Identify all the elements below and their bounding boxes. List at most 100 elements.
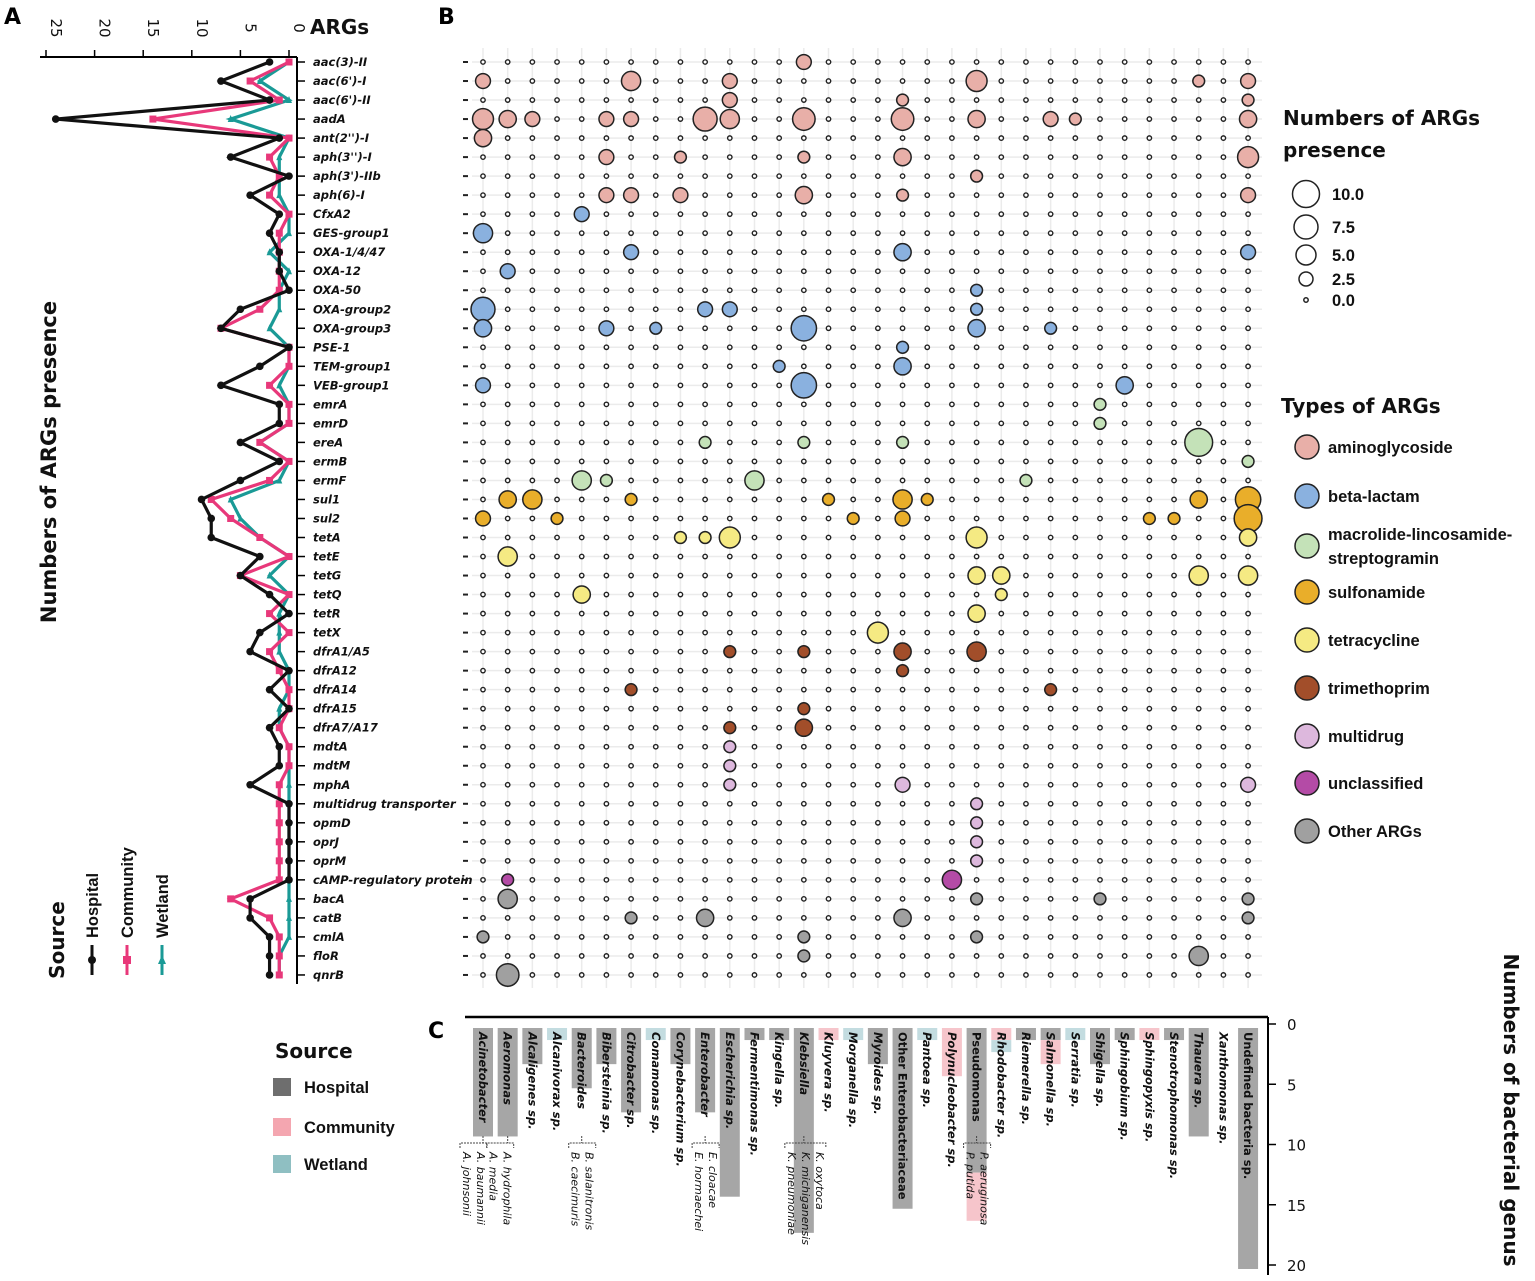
bubble-zero: [1146, 439, 1153, 446]
bubble-zero: [776, 553, 783, 560]
bubble-zero: [1171, 344, 1177, 351]
bubble-zero: [529, 934, 536, 940]
bubble-zero: [1121, 401, 1128, 408]
genus-label: Alcanivorax sp.: [550, 1031, 564, 1131]
wetland-point: [276, 628, 283, 636]
bubble-zero: [949, 458, 955, 465]
bubble-zero: [1146, 972, 1153, 978]
bar-hospital: [1238, 1028, 1259, 1269]
bubble-trimethoprim: [966, 641, 987, 662]
bubble-zero: [998, 838, 1005, 845]
bubble-zero: [850, 401, 857, 408]
bubble-zero: [603, 838, 610, 845]
bubble-zero: [998, 610, 1005, 617]
gene-label: OXA-50: [313, 283, 361, 297]
bubble-zero: [480, 420, 486, 427]
bubble-zero: [677, 934, 684, 940]
bubble-zero: [998, 116, 1005, 122]
bubble-zero: [1072, 458, 1079, 465]
bubble-tetracycline: [497, 546, 519, 567]
bubble-other: [1188, 945, 1210, 967]
bubble-aminoglycoside: [1192, 74, 1206, 88]
bubble-zero: [949, 515, 955, 522]
bubble-zero: [874, 344, 881, 351]
bar-community: [966, 1172, 987, 1221]
bubble-zero: [1121, 192, 1128, 199]
bubble-zero: [751, 705, 758, 712]
bubble-sulfonamide: [1189, 490, 1209, 509]
bubble-zero: [1195, 420, 1202, 427]
bubble-zero: [850, 591, 857, 598]
bubble-zero: [973, 686, 980, 693]
bubble-zero: [529, 972, 536, 978]
bubble-zero: [949, 838, 955, 845]
bubble-zero: [504, 97, 511, 103]
bubble-zero: [949, 249, 955, 256]
bubble-zero: [677, 800, 684, 807]
bubble-zero: [1047, 515, 1054, 522]
bubble-zero: [1171, 686, 1177, 693]
bubble-zero: [677, 382, 684, 389]
bubble-zero: [1121, 648, 1128, 655]
bubble-zero: [1121, 287, 1128, 294]
bubble-zero: [1146, 97, 1153, 103]
bubble-zero: [1171, 743, 1177, 750]
bubble-zero: [1121, 306, 1128, 313]
bubble-zero: [677, 572, 684, 579]
hospital-point: [207, 514, 216, 523]
bubble-zero: [1072, 287, 1079, 294]
bubble-zero: [652, 249, 659, 256]
bubble-zero: [1171, 173, 1177, 180]
bubble-zero: [776, 420, 783, 427]
size-legend-label: 0.0: [1332, 292, 1355, 310]
bubble-zero: [1072, 857, 1079, 864]
bubble-zero: [726, 401, 733, 408]
bubble-zero: [1146, 895, 1153, 902]
size-legend-circle: [1298, 271, 1314, 287]
bubble-zero: [1146, 211, 1153, 218]
bubble-zero: [1146, 382, 1153, 389]
bubble-zero: [1146, 629, 1153, 636]
bubble-zero: [603, 876, 610, 883]
bubble-betalactam: [721, 301, 738, 318]
hospital-point: [275, 761, 284, 770]
bubble-zero: [578, 458, 585, 465]
bubble-zero: [652, 553, 659, 560]
bubble-zero: [776, 705, 783, 712]
bubble-zero: [1171, 439, 1177, 446]
community-point: [266, 648, 274, 656]
bubble-zero: [480, 477, 486, 484]
bubble-zero: [529, 915, 536, 921]
bubble-zero: [677, 344, 684, 351]
bubble-zero: [825, 306, 832, 313]
bubble-zero: [874, 382, 881, 389]
bubble-zero: [677, 59, 684, 65]
bubble-betalactam: [1043, 321, 1058, 335]
bubble-zero: [874, 249, 881, 256]
bubble-zero: [1023, 781, 1029, 788]
bubble-aminoglycoside: [1042, 110, 1059, 128]
size-legend-label: 2.5: [1332, 271, 1355, 289]
bubble-zero: [480, 534, 486, 541]
bubble-zero: [973, 591, 980, 598]
bubble-tetracycline: [965, 526, 988, 549]
bubble-zero: [1195, 762, 1202, 769]
bubble-zero: [1072, 876, 1079, 883]
bubble-zero: [504, 915, 511, 921]
bubble-zero: [1171, 268, 1177, 275]
bubble-zero: [1220, 953, 1227, 959]
bubble-zero: [529, 895, 536, 902]
bubble-aminoglycoside: [524, 110, 541, 128]
bubble-zero: [1220, 496, 1227, 503]
bubble-zero: [1195, 934, 1202, 940]
bubble-zero: [529, 953, 536, 959]
bubble-zero: [800, 97, 807, 103]
bubble-zero: [825, 97, 832, 103]
bubble-zero: [1171, 705, 1177, 712]
bar-hospital: [473, 1028, 493, 1137]
genus-label: Shigella sp.: [1093, 1032, 1107, 1108]
bubble-zero: [1171, 363, 1177, 370]
bubble-zero: [899, 287, 906, 294]
bubble-zero: [949, 610, 955, 617]
